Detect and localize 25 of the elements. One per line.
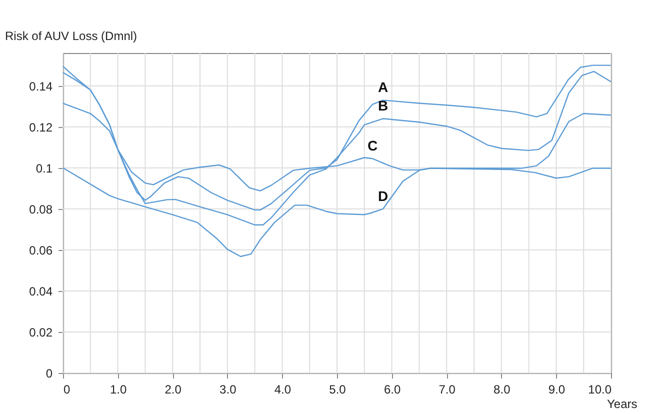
x-tick-label: 10.0 xyxy=(588,382,612,396)
y-tick-label: 0 xyxy=(46,366,53,380)
x-tick-label: 7.0 xyxy=(438,382,456,396)
x-tick-label: 4.0 xyxy=(274,382,292,396)
x-axis-title: Years xyxy=(607,397,638,411)
y-tick-label: 0.02 xyxy=(29,325,53,340)
x-tick-label: 5.0 xyxy=(329,382,346,396)
x-tick-label: 2.0 xyxy=(164,382,182,396)
x-tick-label: 9.0 xyxy=(548,382,566,396)
series-label: C xyxy=(368,138,378,154)
x-tick-label: 8.0 xyxy=(494,382,511,396)
y-tick-label: 0.14 xyxy=(29,79,53,94)
series-label: A xyxy=(378,79,388,96)
x-tick-label: 1.0 xyxy=(110,382,127,396)
y-tick-label: 0.06 xyxy=(29,243,53,258)
series-label: B xyxy=(378,98,388,114)
y-tick-label: 0.1 xyxy=(36,161,53,176)
y-tick-label: 0.04 xyxy=(29,284,53,298)
series-label: D xyxy=(378,188,388,204)
x-tick-label: 6.0 xyxy=(384,382,401,396)
y-axis-title: Risk of AUV Loss (Dmnl) xyxy=(5,29,138,43)
x-tick-label: 0 xyxy=(64,382,70,396)
y-tick-label: 0.12 xyxy=(29,120,53,134)
x-tick-label: 3.0 xyxy=(220,382,237,396)
y-tick-label: 0.08 xyxy=(29,202,53,216)
